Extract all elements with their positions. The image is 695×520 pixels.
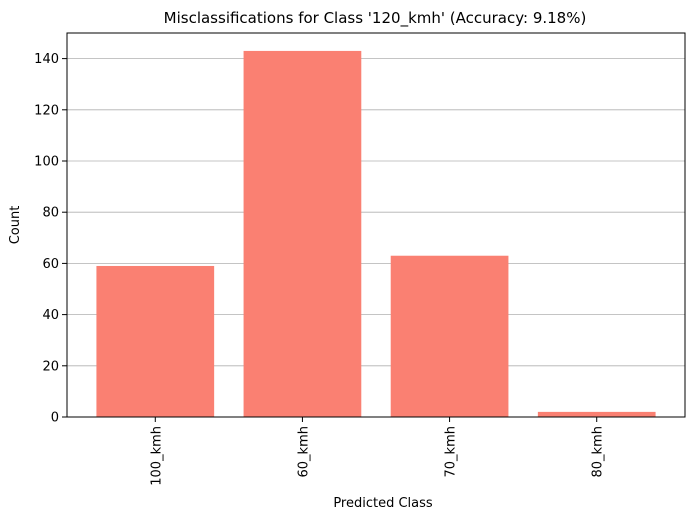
y-tick-label: 100 [34,155,59,170]
x-tick-label: 80_kmh [591,426,606,477]
x-tick-label: 100_kmh [149,426,164,486]
x-axis-ticks: 100_kmh 60_kmh 70_kmh 80_kmh [149,417,606,486]
y-tick-label: 40 [42,308,59,323]
y-tick-label: 140 [34,52,59,67]
y-tick-label: 120 [34,103,59,118]
chart-title: Misclassifications for Class '120_kmh' (… [164,9,587,28]
y-axis-label: Count [8,206,23,245]
y-tick-label: 20 [42,359,59,374]
y-tick-label: 0 [51,411,59,426]
y-tick-label: 80 [42,206,59,221]
y-axis-ticks: 0 20 40 60 80 100 120 140 [34,52,67,426]
bar-70_kmh [390,255,509,417]
x-tick-label: 60_kmh [296,426,311,477]
bar-100_kmh [96,265,215,417]
y-tick-label: 60 [42,257,59,272]
bars [96,50,656,418]
x-axis-label: Predicted Class [333,496,433,511]
bar-80_kmh [537,411,656,417]
bar-60_kmh [243,50,362,418]
plot-frame [66,32,686,418]
x-tick-label: 70_kmh [444,426,459,477]
